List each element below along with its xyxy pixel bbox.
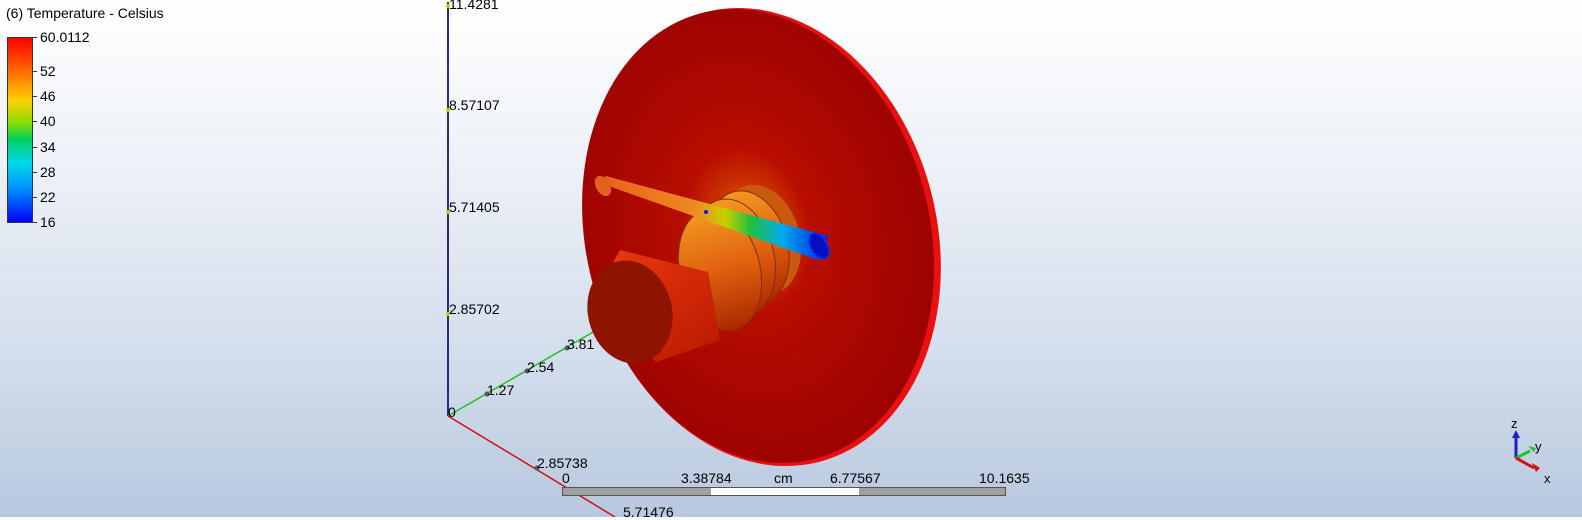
- scale-bar-segment: [563, 488, 711, 495]
- z-axis-tick-label: 11.4281: [449, 0, 499, 12]
- legend-label: 28: [40, 164, 56, 180]
- z-tick-marker: [446, 4, 450, 8]
- z-tick-marker: [446, 312, 450, 316]
- legend-label: 46: [40, 88, 56, 104]
- z-tick-marker: [446, 210, 450, 214]
- x-axis-tick-label: 5.71476: [623, 504, 674, 520]
- scale-label: 0: [562, 470, 570, 486]
- scale-bar-segment: [859, 488, 1005, 495]
- scale-unit: cm: [774, 470, 793, 486]
- x-tick-marker: [534, 465, 540, 471]
- legend-tick: [33, 37, 37, 38]
- origin-label: 0: [448, 404, 456, 420]
- legend-tick: [33, 96, 37, 97]
- scale-bar: [562, 487, 1006, 496]
- legend-tick: [33, 121, 37, 122]
- legend-tick: [33, 147, 37, 148]
- z-tick-marker: [446, 108, 450, 112]
- color-scale-bar: [7, 37, 33, 223]
- coolant-pipe[interactable]: [591, 173, 832, 262]
- x-axis-line: [447, 415, 616, 517]
- legend-label: 40: [40, 113, 56, 129]
- legend-title: (6) Temperature - Celsius: [6, 5, 164, 21]
- y-axis-tick-label: 3.81: [567, 336, 595, 352]
- legend-label: 22: [40, 189, 56, 205]
- scale-label: 10.1635: [979, 470, 1030, 486]
- legend-label-max: 60.0112: [40, 29, 90, 45]
- x-axis-tick-label: 2.85738: [537, 455, 588, 471]
- y-axis-tick-label: 1.27: [487, 382, 515, 398]
- scale-label: 3.38784: [681, 470, 732, 486]
- z-axis-tick-label: 5.71405: [449, 199, 500, 215]
- y-axis-line: [447, 327, 601, 417]
- triad-y-label: y: [1535, 439, 1542, 454]
- z-axis-tick-label: 2.85702: [449, 301, 500, 317]
- y-tick-marker: [564, 345, 570, 351]
- scale-bar-segment: [711, 488, 859, 495]
- y-axis-tick-label: 2.54: [527, 359, 555, 375]
- legend-tick: [33, 222, 37, 223]
- triad-x-label: x: [1544, 471, 1551, 486]
- base-cylinder[interactable]: [577, 250, 720, 373]
- y-tick-marker: [484, 391, 490, 397]
- z-axis-tick-label: 8.57107: [449, 97, 500, 113]
- legend-tick: [33, 197, 37, 198]
- y-tick-marker: [524, 368, 530, 374]
- legend-tick: [33, 71, 37, 72]
- triad-z-label: z: [1511, 416, 1518, 431]
- scale-label: 6.77567: [830, 470, 881, 486]
- legend-tick: [33, 172, 37, 173]
- legend-label: 34: [40, 139, 56, 155]
- axis-triad[interactable]: [1512, 430, 1540, 472]
- legend-label-min: 16: [40, 214, 56, 230]
- legend-label: 52: [40, 63, 56, 79]
